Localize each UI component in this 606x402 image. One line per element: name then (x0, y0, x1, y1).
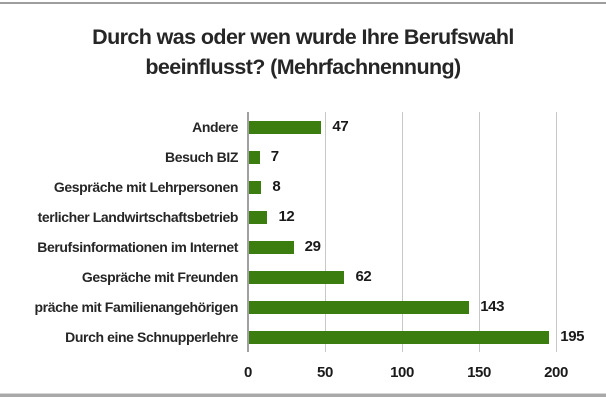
value-label: 62 (355, 268, 372, 285)
bar-4 (249, 210, 268, 224)
chart-row: Andere 47 (0, 112, 606, 142)
category-label: Gespräche mit Freunden (81, 269, 239, 285)
bar-2 (249, 150, 260, 164)
chart-row: Durch eine Schnupperlehre 195 (0, 322, 606, 352)
category-label: Gespräche mit Lehrpersonen (53, 179, 239, 195)
bar-5 (249, 240, 294, 254)
value-label: 47 (332, 118, 349, 135)
value-label: 29 (304, 238, 321, 255)
category-label: präche mit Familienangehörigen (34, 299, 239, 315)
category-label: Besuch BIZ (164, 149, 238, 165)
x-tick-label-150: 150 (467, 364, 491, 381)
chart-title-line2: beeinflusst? (Mehrfachnennung) (145, 55, 461, 79)
chart-title-line1: Durch was oder wen wurde Ihre Berufswahl (92, 25, 514, 49)
gridline-50 (325, 112, 326, 352)
chart-row: Besuch BIZ 7 (0, 142, 606, 172)
category-label: Berufsinformationen im Internet (37, 239, 238, 255)
value-label: 7 (270, 148, 279, 165)
gridline-150 (479, 112, 480, 352)
bar-1 (249, 120, 322, 134)
category-axis-line (247, 112, 249, 352)
bar-3 (249, 180, 262, 194)
chart-row: präche mit Familienangehörigen 143 (0, 292, 606, 322)
x-tick-label-0: 0 (244, 364, 252, 381)
value-label: 8 (272, 178, 281, 195)
category-label: Durch eine Schnupperlehre (65, 329, 238, 345)
chart-row: terlicher Landwirtschaftsbetrieb 12 (0, 202, 606, 232)
top-border-line (0, 2, 606, 4)
gridline-200 (556, 112, 557, 352)
category-label: Andere (192, 119, 238, 135)
value-label: 195 (560, 328, 585, 345)
x-tick-label-100: 100 (390, 364, 414, 381)
bar-8 (249, 330, 550, 344)
chart-title: Durch was oder wen wurde Ihre Berufswahl… (0, 22, 606, 82)
x-axis: 0 50 100 150 200 (0, 364, 606, 386)
gridline-100 (402, 112, 403, 352)
plot-area: Andere 47 Besuch BIZ 7 Gespräche mit Lehrper… (0, 112, 606, 352)
chart-row: Gespräche mit Lehrpersonen 8 (0, 172, 606, 202)
bar-6 (249, 270, 345, 284)
bar-7 (249, 300, 470, 314)
value-label: 12 (278, 208, 295, 225)
bottom-border-line (0, 393, 606, 397)
x-tick-label-200: 200 (544, 364, 568, 381)
value-label: 143 (480, 298, 505, 315)
category-label: terlicher Landwirtschaftsbetrieb (37, 209, 239, 225)
x-tick-label-50: 50 (317, 364, 333, 381)
chart-row: Gespräche mit Freunden 62 (0, 262, 606, 292)
chart-row: Berufsinformationen im Internet 29 (0, 232, 606, 262)
